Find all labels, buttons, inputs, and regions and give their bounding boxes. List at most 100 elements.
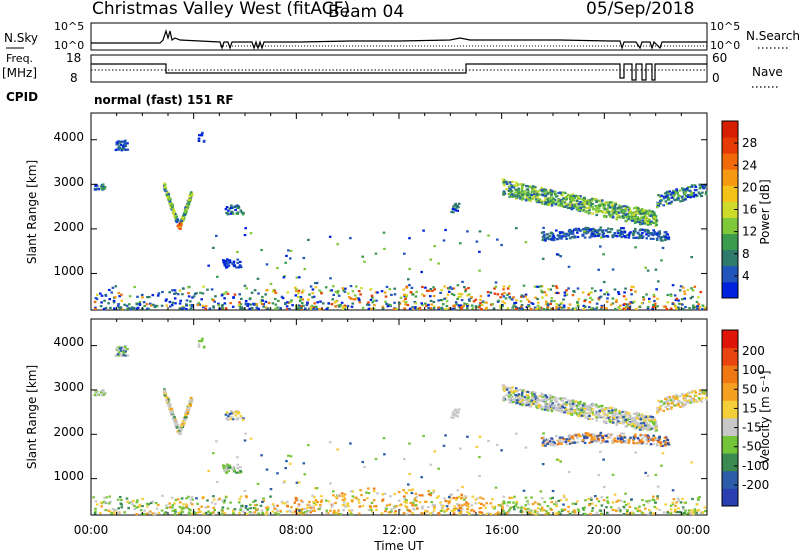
range-gate-cell (654, 215, 658, 218)
range-gate-cell (314, 305, 318, 308)
range-gate-cell (223, 469, 227, 472)
range-gate-cell (243, 439, 247, 442)
range-gate-cell (601, 434, 605, 437)
range-gate-cell (569, 406, 572, 409)
range-gate-cell (657, 280, 660, 283)
range-gate-cell (683, 297, 686, 300)
range-gate-cell (369, 506, 372, 509)
range-gate-cell (691, 306, 695, 310)
range-gate-cell (652, 237, 655, 240)
range-gate-cell (433, 506, 437, 509)
range-gate-cell (240, 506, 243, 509)
range-gate-cell (604, 440, 607, 443)
range-gate-cell (648, 213, 651, 216)
range-gate-cell (501, 502, 505, 505)
range-gate-cell (225, 211, 228, 214)
range-gate-cell (661, 444, 664, 447)
range-gate-cell (601, 231, 604, 234)
range-gate-cell (541, 296, 544, 299)
range-gate-cell (624, 236, 627, 239)
range-gate-cell (641, 210, 645, 213)
range-gate-cell (525, 402, 528, 405)
range-gate-cell (351, 490, 355, 493)
range-gate-cell (527, 304, 531, 308)
range-gate-cell (171, 206, 174, 209)
range-gate-cell (618, 307, 622, 311)
range-gate-cell (425, 289, 429, 292)
range-gate-cell (600, 496, 604, 499)
range-gate-cell (429, 512, 432, 515)
range-gate-cell (566, 412, 570, 415)
range-gate-cell (679, 405, 682, 408)
range-gate-cell (523, 193, 527, 196)
range-gate-cell (597, 500, 601, 503)
range-gate-cell (138, 303, 142, 306)
range-gate-cell (232, 296, 235, 299)
range-gate-cell (543, 199, 546, 202)
range-gate-cell (266, 505, 270, 509)
range-gate-cell (624, 441, 627, 444)
range-gate-cell (658, 231, 661, 234)
range-gate-cell (681, 303, 684, 306)
range-gate-cell (599, 228, 602, 232)
range-gate-cell (274, 508, 278, 511)
range-gate-cell (350, 512, 353, 516)
range-gate-cell (646, 223, 650, 226)
range-gate-cell (624, 414, 628, 417)
range-gate-cell (690, 184, 694, 187)
range-gate-cell (638, 428, 642, 431)
range-gate-cell (556, 237, 560, 240)
range-gate-cell (93, 512, 97, 515)
power-ytick-1000: 1000 (53, 264, 84, 278)
range-gate-cell (509, 397, 512, 400)
range-gate-cell (559, 397, 562, 400)
range-gate-cell (530, 193, 534, 197)
range-gate-cell (593, 438, 597, 442)
range-gate-cell (533, 501, 537, 504)
range-gate-cell (190, 495, 194, 499)
range-gate-cell (573, 434, 576, 437)
range-gate-cell (514, 307, 518, 311)
range-gate-cell (239, 495, 243, 498)
range-gate-cell (350, 509, 354, 512)
range-gate-cell (587, 407, 591, 410)
range-gate-cell (638, 426, 641, 429)
range-gate-cell (514, 184, 518, 187)
range-gate-cell (690, 400, 694, 403)
range-gate-cell (666, 202, 669, 205)
range-gate-cell (271, 302, 275, 305)
range-gate-cell (342, 509, 345, 512)
range-gate-cell (479, 512, 482, 515)
range-gate-cell (603, 204, 606, 207)
range-gate-cell (661, 236, 664, 239)
range-gate-cell (617, 292, 621, 296)
range-gate-cell (466, 294, 469, 297)
range-gate-cell (212, 498, 216, 501)
range-gate-cell (287, 454, 290, 457)
range-gate-cell (221, 307, 225, 310)
range-gate-cell (566, 206, 570, 209)
range-gate-cell (429, 494, 433, 497)
range-gate-cell (432, 491, 435, 494)
range-gate-cell (583, 231, 586, 234)
range-gate-cell (673, 404, 676, 407)
range-gate-cell (588, 301, 592, 304)
range-gate-cell (433, 450, 436, 453)
range-gate-cell (448, 307, 451, 310)
range-gate-cell (424, 500, 427, 503)
range-gate-cell (474, 305, 478, 308)
range-gate-cell (420, 476, 423, 479)
range-gate-cell (703, 389, 707, 392)
range-gate-cell (100, 187, 104, 190)
range-gate-cell (442, 444, 446, 447)
range-gate-cell (516, 196, 519, 199)
range-gate-cell (606, 501, 610, 504)
range-gate-cell (659, 441, 663, 444)
range-gate-cell (493, 292, 497, 295)
range-gate-cell (119, 502, 123, 505)
range-gate-cell (504, 297, 508, 300)
range-gate-cell (502, 192, 505, 196)
range-gate-cell (550, 192, 553, 195)
range-gate-cell (312, 500, 315, 503)
range-gate-cell (233, 293, 237, 296)
